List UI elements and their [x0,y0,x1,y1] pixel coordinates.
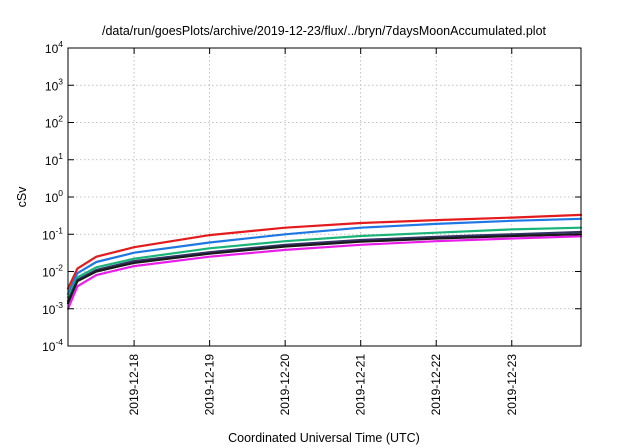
y-tick-label: 10-2 [42,263,63,280]
y-tick-label: 102 [45,114,63,131]
y-tick-exponent: -1 [55,225,63,235]
grid [68,48,581,346]
y-tick-label: 100 [45,188,63,205]
x-tick-label: 2019-12-23 [505,354,519,416]
series-line [66,213,583,290]
series-lines [66,213,583,310]
y-tick-base: 10 [42,266,56,280]
series-line [66,233,583,305]
x-ticks: 2019-12-18 2019-12-19 2019-12-20 2019-12-21… [127,48,519,415]
y-tick-label: 10-3 [42,300,63,317]
x-tick-label: 2019-12-20 [278,354,292,416]
y-tick-label: 104 [45,39,63,56]
y-tick-exponent: -2 [55,263,63,273]
y-tick-exponent: 4 [58,39,63,49]
series-line [66,235,583,310]
y-tick-label: 10-4 [42,337,63,354]
y-tick-label: 10-1 [42,225,63,242]
x-tick-label: 2019-12-18 [127,354,141,416]
y-tick-base: 10 [45,79,59,93]
y-tick-exponent: 2 [58,114,63,124]
chart-title: /data/run/goesPlots/archive/2019-12-23/f… [102,24,547,38]
y-tick-base: 10 [45,191,59,205]
series-line [66,230,583,303]
x-axis-label: Coordinated Universal Time (UTC) [228,431,420,445]
y-tick-base: 10 [45,154,59,168]
y-tick-exponent: 0 [58,188,63,198]
y-tick-exponent: 1 [58,151,63,161]
y-tick-base: 10 [42,303,56,317]
series-line [66,226,583,299]
y-tick-label: 101 [45,151,63,168]
y-tick-base: 10 [45,42,59,56]
y-axis-label: cSv [15,186,29,208]
y-tick-exponent: -3 [55,300,63,310]
x-tick-label: 2019-12-19 [203,354,217,416]
series-line [66,217,583,295]
y-tick-base: 10 [42,228,56,242]
y-tick-base: 10 [45,117,59,131]
x-tick-label: 2019-12-21 [354,354,368,416]
y-tick-label: 103 [45,76,63,93]
y-tick-exponent: 3 [58,76,63,86]
y-tick-exponent: -4 [55,337,63,347]
x-tick-label: 2019-12-22 [429,354,443,416]
y-tick-base: 10 [42,340,56,354]
